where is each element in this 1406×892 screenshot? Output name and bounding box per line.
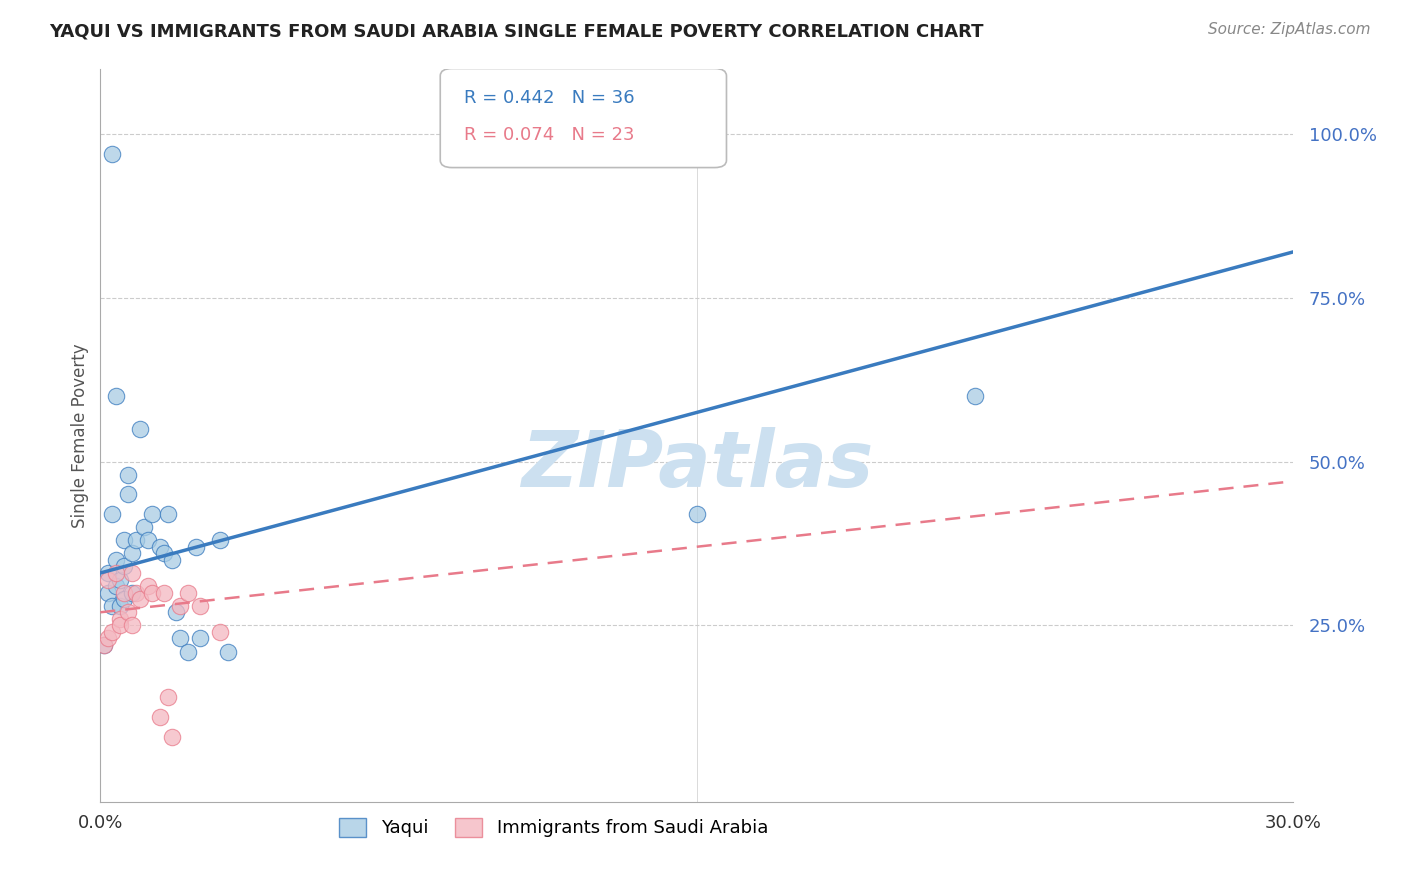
Point — [156, 690, 179, 705]
Point — [149, 710, 172, 724]
Point — [177, 644, 200, 658]
Point — [129, 422, 152, 436]
Point — [963, 389, 986, 403]
Text: YAQUI VS IMMIGRANTS FROM SAUDI ARABIA SINGLE FEMALE POVERTY CORRELATION CHART: YAQUI VS IMMIGRANTS FROM SAUDI ARABIA SI… — [49, 22, 984, 40]
Point — [136, 579, 159, 593]
Point — [93, 638, 115, 652]
Point — [110, 573, 132, 587]
Point — [153, 585, 176, 599]
Point — [125, 533, 148, 548]
Point — [97, 566, 120, 580]
Text: ZIPatlas: ZIPatlas — [520, 426, 873, 503]
Text: Source: ZipAtlas.com: Source: ZipAtlas.com — [1208, 22, 1371, 37]
Point — [141, 585, 163, 599]
Point — [101, 599, 124, 613]
Point — [97, 632, 120, 646]
Point — [129, 592, 152, 607]
Point — [105, 389, 128, 403]
Point — [188, 632, 211, 646]
Point — [141, 507, 163, 521]
Legend: Yaqui, Immigrants from Saudi Arabia: Yaqui, Immigrants from Saudi Arabia — [332, 811, 775, 845]
Point — [156, 507, 179, 521]
Point — [160, 553, 183, 567]
Point — [112, 533, 135, 548]
Point — [169, 599, 191, 613]
Point — [112, 585, 135, 599]
Point — [149, 540, 172, 554]
Point — [117, 467, 139, 482]
Point — [208, 624, 231, 639]
Point — [105, 579, 128, 593]
Point — [101, 507, 124, 521]
Point — [217, 644, 239, 658]
Text: R = 0.074   N = 23: R = 0.074 N = 23 — [464, 126, 634, 144]
Point — [101, 624, 124, 639]
Point — [208, 533, 231, 548]
Point — [153, 546, 176, 560]
Point — [184, 540, 207, 554]
Point — [188, 599, 211, 613]
Point — [97, 585, 120, 599]
Point — [110, 599, 132, 613]
Point — [132, 520, 155, 534]
Point — [93, 638, 115, 652]
Point — [169, 632, 191, 646]
Point — [105, 553, 128, 567]
Point — [136, 533, 159, 548]
Point — [112, 559, 135, 574]
Y-axis label: Single Female Poverty: Single Female Poverty — [72, 343, 89, 528]
Point — [125, 585, 148, 599]
Point — [110, 618, 132, 632]
Point — [177, 585, 200, 599]
Point — [160, 730, 183, 744]
Text: R = 0.442   N = 36: R = 0.442 N = 36 — [464, 89, 634, 107]
Point — [121, 566, 143, 580]
Point — [117, 487, 139, 501]
Point — [117, 605, 139, 619]
Point — [121, 618, 143, 632]
Point — [101, 146, 124, 161]
Point — [112, 592, 135, 607]
Point — [121, 585, 143, 599]
Point — [121, 546, 143, 560]
FancyBboxPatch shape — [440, 69, 727, 168]
Point — [97, 573, 120, 587]
Point — [685, 507, 707, 521]
Point — [165, 605, 187, 619]
Point — [105, 566, 128, 580]
Point — [110, 612, 132, 626]
